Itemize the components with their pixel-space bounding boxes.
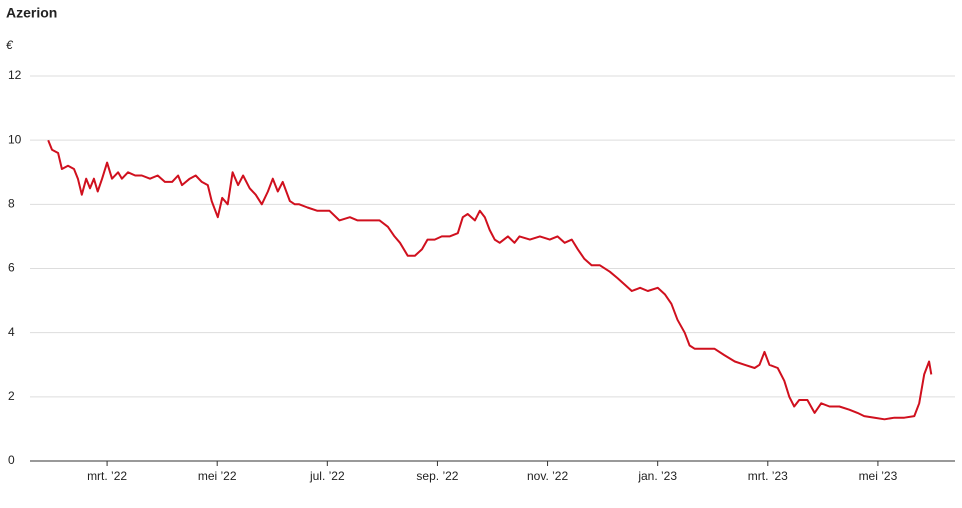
x-tick-label: mrt. ’23: [748, 469, 788, 483]
y-tick-label: 4: [8, 325, 15, 339]
chart-title: Azerion: [6, 5, 57, 21]
y-axis-label: €: [6, 38, 14, 52]
x-tick-label: jul. ’22: [309, 469, 345, 483]
x-tick-label: mrt. ’22: [87, 469, 127, 483]
y-tick-label: 10: [8, 132, 22, 146]
x-tick-label: jan. ’23: [637, 469, 677, 483]
x-tick-label: mei ’22: [198, 469, 237, 483]
y-tick-label: 6: [8, 261, 15, 275]
x-tick-label: sep. ’22: [416, 469, 458, 483]
x-tick-label: mei ’23: [859, 469, 898, 483]
price-line: [47, 139, 933, 421]
y-tick-label: 2: [8, 389, 15, 403]
y-tick-label: 0: [8, 453, 15, 467]
x-tick-label: nov. ’22: [527, 469, 568, 483]
y-tick-label: 8: [8, 197, 15, 211]
y-tick-label: 12: [8, 68, 22, 82]
